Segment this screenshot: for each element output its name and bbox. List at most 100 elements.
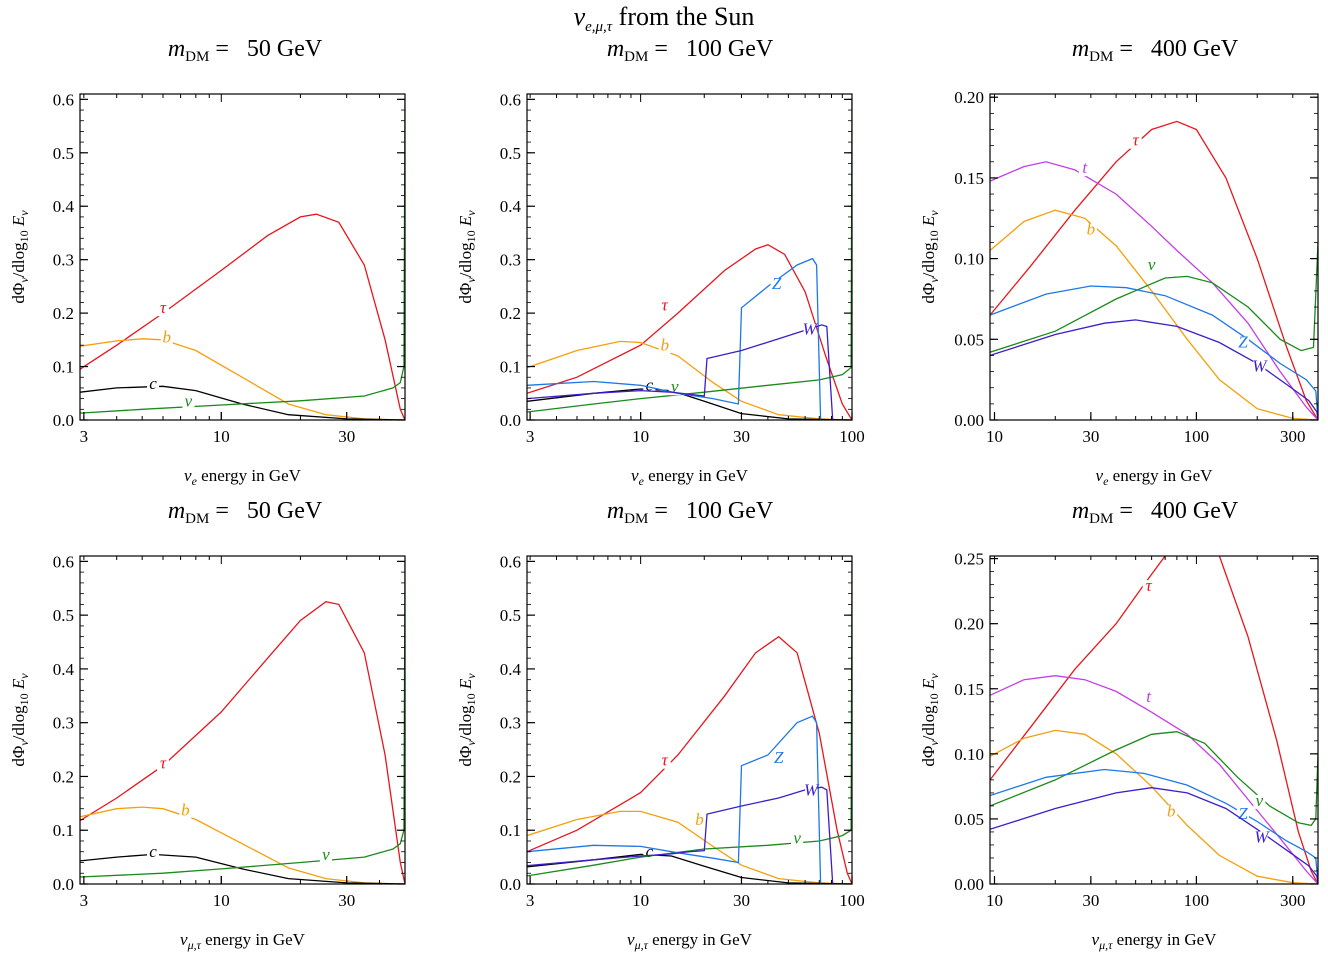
series-label-bg <box>803 323 816 338</box>
y-axis-label: dΦν/dlog10 Eν <box>456 673 478 767</box>
series-label-bg <box>1142 690 1155 705</box>
series-label-bg <box>1255 831 1268 846</box>
xlabel-nu: ν <box>184 466 192 485</box>
series-label-W: W <box>1252 357 1268 376</box>
ylabel-part: E <box>9 215 28 230</box>
series-line-Z <box>527 715 822 884</box>
series-label-bg <box>319 848 332 863</box>
xlabel-sub: μ,τ <box>634 938 649 952</box>
x-tick-label: 10 <box>213 891 230 910</box>
plot-frame <box>989 555 1319 885</box>
ylabel-part: 10 <box>17 693 31 705</box>
series-label-Z: Z <box>1238 804 1248 823</box>
series-line-Z <box>990 285 1318 420</box>
series-label-bg <box>156 302 169 317</box>
series-line-t <box>990 675 1318 884</box>
y-tick-label: 0.1 <box>53 358 74 377</box>
series-line-nu <box>80 561 405 878</box>
series-label-b: b <box>695 810 704 829</box>
panel-title: mDM = 100 GeV <box>607 36 774 65</box>
series-label-t: t <box>1146 687 1152 706</box>
xlabel-nu: ν <box>627 930 635 949</box>
y-axis-label: dΦν/dlog10 Eν <box>919 210 941 304</box>
y-tick-label: 0.5 <box>500 606 521 625</box>
series-label-tau: τ <box>160 298 167 317</box>
series-label-nu: ν <box>793 829 801 848</box>
ylabel-part: E <box>919 215 938 230</box>
series-line-b <box>80 338 405 420</box>
series-label-b: b <box>162 328 171 347</box>
xlabel-sub: e <box>639 474 645 488</box>
title-sub: DM <box>624 49 648 65</box>
x-tick-label: 100 <box>839 427 865 446</box>
ylabel-part: ν <box>927 740 941 746</box>
y-tick-label: 0.6 <box>53 552 74 571</box>
plot-frame <box>989 93 1319 421</box>
y-tick-label: 0.4 <box>500 660 522 679</box>
x-tick-label: 10 <box>986 891 1003 910</box>
ylabel-part: /dlog <box>9 242 28 277</box>
y-tick-label: 0.0 <box>53 875 74 894</box>
y-tick-label: 0.2 <box>53 767 74 786</box>
x-tick-label: 10 <box>986 427 1003 446</box>
title-m: m <box>1072 498 1089 524</box>
series-label-bg <box>658 754 671 769</box>
series-label-W: W <box>803 319 819 338</box>
series-line-Z <box>990 768 1318 884</box>
x-axis-label: νμ,τ energy in GeV <box>627 930 753 952</box>
series-line-b <box>990 209 1318 420</box>
series-label-bg <box>1253 360 1266 375</box>
ylabel-part: 10 <box>464 693 478 705</box>
y-tick-label: 0.05 <box>954 330 984 349</box>
series-line-nu <box>80 99 405 414</box>
xlabel-sub: μ,τ <box>1098 938 1113 952</box>
series-line-nu <box>990 242 1318 353</box>
ylabel-part: ν <box>17 210 31 216</box>
ylabel-part: /dlog <box>456 705 475 740</box>
series-line-W <box>990 319 1318 420</box>
y-tick-label: 0.20 <box>954 88 984 107</box>
series-label-bg <box>1253 794 1266 809</box>
y-tick-label: 0.1 <box>53 821 74 840</box>
ylabel-part: ν <box>17 740 31 746</box>
y-tick-label: 0.6 <box>53 90 74 109</box>
x-tick-label: 30 <box>338 891 355 910</box>
title-m: m <box>607 498 624 524</box>
series-label-bg <box>179 804 192 819</box>
y-tick-label: 0.20 <box>954 615 984 634</box>
series-line-b <box>80 806 405 884</box>
x-axis-label: νe energy in GeV <box>631 466 749 488</box>
series-label-bg <box>1129 134 1142 149</box>
series-label-nu: ν <box>1148 255 1156 274</box>
series-label-b: b <box>1087 219 1096 238</box>
series-line-W <box>527 786 834 884</box>
series-label-t: t <box>1082 158 1088 177</box>
y-tick-label: 0.1 <box>500 358 521 377</box>
x-tick-label: 30 <box>733 891 750 910</box>
series-label-bg <box>1145 258 1158 273</box>
panel-title: mDM = 400 GeV <box>1072 36 1239 65</box>
ylabel-part: dΦ <box>9 746 28 767</box>
title-m: m <box>168 498 185 524</box>
series-label-tau: τ <box>662 751 669 770</box>
series-label-bg <box>1078 162 1091 177</box>
y-tick-label: 0.0 <box>500 411 521 430</box>
x-tick-label: 3 <box>80 427 89 446</box>
series-label-nu: ν <box>322 845 330 864</box>
xlabel-nu: ν <box>631 466 639 485</box>
ylabel-part: dΦ <box>456 283 475 304</box>
plot-frame <box>526 555 853 885</box>
y-tick-label: 0.3 <box>53 714 74 733</box>
y-tick-label: 0.5 <box>53 606 74 625</box>
xlabel-sub: e <box>192 474 198 488</box>
series-line-W <box>990 787 1318 884</box>
xlabel-nu: ν <box>180 930 188 949</box>
y-tick-label: 0.0 <box>500 875 521 894</box>
ylabel-part: dΦ <box>9 283 28 304</box>
xlabel-nu: ν <box>1092 930 1100 949</box>
x-tick-label: 3 <box>526 427 535 446</box>
xlabel-rest: energy in GeV <box>201 930 306 949</box>
series-label-c: c <box>646 842 654 861</box>
title-sub: DM <box>185 49 209 65</box>
